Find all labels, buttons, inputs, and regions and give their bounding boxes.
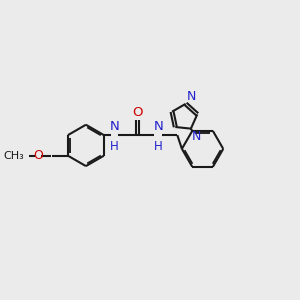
Text: N: N (192, 130, 201, 143)
Text: O: O (132, 106, 142, 119)
Text: N: N (187, 90, 196, 103)
Text: H: H (154, 140, 163, 153)
Text: H: H (110, 140, 119, 153)
Text: CH₃: CH₃ (3, 151, 24, 161)
Text: N: N (110, 120, 119, 133)
Text: N: N (153, 120, 163, 133)
Text: O: O (33, 149, 43, 162)
